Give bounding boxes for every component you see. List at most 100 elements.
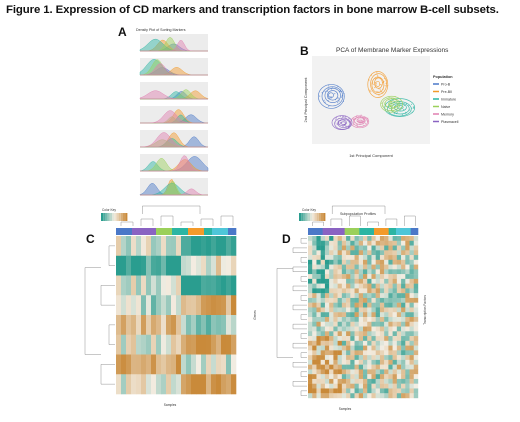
heatmap-cell [405,250,410,256]
heatmap-cell [191,374,197,395]
heatmap-cell [392,255,398,261]
heatmap-cell [333,245,338,251]
pca-contour [334,117,351,130]
heatmap-cell [388,364,393,370]
heatmap-cell [196,354,202,375]
heatmap-cell [388,350,393,356]
sample-group-bar [352,228,360,235]
heatmap-cell [358,393,364,399]
heatmap-cell [320,369,326,375]
heatmap-cell [333,378,338,384]
panel-d-letter: D [282,232,291,246]
heatmap-cell [324,278,330,284]
heatmap-cell [413,388,419,394]
pca-point [335,118,337,120]
heatmap-cell [136,334,142,355]
heatmap-cell [371,297,376,303]
heatmap-cell [354,383,359,389]
heatmap-cell [337,331,343,337]
heatmap-cell [312,293,317,299]
heatmap-cell [409,250,414,256]
sample-group-bar [374,228,382,235]
heatmap-cell [409,240,414,246]
heatmap-cell [320,393,326,399]
heatmap-cell [405,393,410,399]
heatmap-cell [413,393,419,399]
heatmap-cell [409,274,414,280]
heatmap-cell [231,295,237,316]
heatmap-cell [341,278,347,284]
heatmap-cell [392,350,398,356]
heatmap-cell [201,315,207,336]
heatmap-cell [320,250,326,256]
heatmap-cell [371,355,376,361]
heatmap-cell [371,293,376,299]
heatmap-cell [316,336,321,342]
heatmap-cell [341,264,347,270]
heatmap-cell [363,255,368,261]
heatmap-cell [312,336,317,342]
heatmap-cell [409,297,414,303]
heatmap-cell [156,315,162,336]
heatmap-cell [358,269,364,275]
heatmap-cell [121,334,127,355]
heatmap-cell [337,355,343,361]
heatmap-cell [354,326,359,332]
heatmap-cell [346,350,351,356]
colorkey-cell [116,213,119,221]
heatmap-cell [350,350,355,356]
pca-point [392,99,394,101]
heatmap-cell [367,312,372,318]
heatmap-cell [396,331,402,337]
heatmap-cell [324,302,330,308]
heatmap-cell [379,359,385,365]
heatmap-cell [401,259,406,265]
heatmap-cell [312,393,317,399]
pca-point [362,118,364,120]
pca-point [352,118,354,120]
dendrogram-branch [100,364,115,385]
heatmap-cell [371,288,376,294]
heatmap-cell [171,374,177,395]
heatmap-cell [166,295,172,316]
heatmap-cell [401,369,406,375]
heatmap-cell [312,236,317,241]
heatmap-cell [329,378,334,384]
heatmap-cell [324,321,330,327]
heatmap-cell [371,369,376,375]
pca-point [411,111,413,113]
heatmap-cell [371,326,376,332]
heatmap-cell [316,288,321,294]
heatmap-cell [329,350,334,356]
heatmap-cell [329,374,334,380]
heatmap-cell [231,255,237,276]
heatmap-cell [333,364,338,370]
heatmap-cell [358,336,364,342]
pca-point [329,97,331,100]
heatmap-cell [375,388,381,394]
heatmap-cell [136,295,142,316]
heatmap-cell [329,336,334,342]
heatmap-cell [324,264,330,270]
heatmap-cell [121,255,127,276]
heatmap-cell [384,336,389,342]
pca-point [338,100,340,102]
heatmap-cell [316,297,321,303]
pca-point [360,120,362,122]
heatmap-cell [320,255,326,261]
heatmap-cell [413,245,419,251]
heatmap-cell [329,278,334,284]
heatmap-cell [333,383,338,389]
dendrogram-branch [330,218,343,226]
pca-point [380,84,383,86]
heatmap-cell [401,364,406,370]
pca-point [370,90,372,92]
heatmap-cell [161,354,167,375]
heatmap-cell [333,236,338,241]
heatmap-cell [375,250,381,256]
heatmap-cell [171,255,177,276]
heatmap-cell [392,274,398,280]
heatmap-cell [320,331,326,337]
heatmap-cell [312,355,317,361]
heatmap-cell [341,359,347,365]
